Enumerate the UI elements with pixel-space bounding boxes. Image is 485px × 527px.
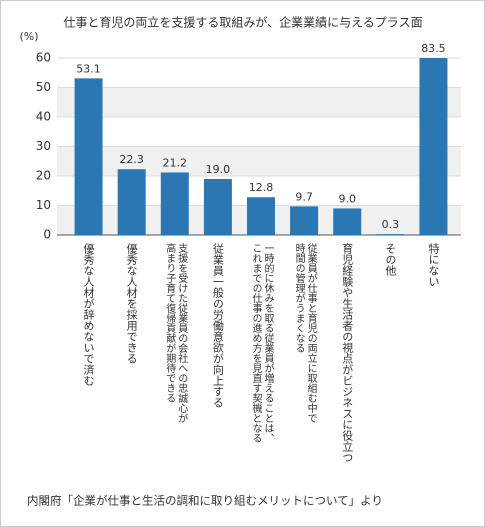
bar bbox=[376, 234, 405, 235]
bars bbox=[74, 58, 448, 235]
x-tick-label: その他 bbox=[383, 243, 397, 276]
x-tick-label: 従業員一般の労働意欲が向上する bbox=[211, 243, 225, 408]
bar bbox=[247, 197, 275, 235]
y-tick-label: 50 bbox=[36, 80, 51, 94]
y-tick-label: 20 bbox=[36, 169, 51, 183]
value-label: 9.7 bbox=[295, 190, 313, 203]
bar bbox=[333, 208, 362, 235]
value-label: 9.0 bbox=[338, 192, 356, 205]
y-tick-label: 0 bbox=[43, 228, 51, 242]
x-tick-label: 一時的に休みを取る従業員が増えることは、 これまでの仕事の進め方を見直す契機とな… bbox=[250, 243, 273, 443]
y-tick-label: 10 bbox=[36, 198, 51, 212]
bar bbox=[74, 78, 103, 235]
x-tick-label: 支援を受けた従業員の会社への忠誠心が 高まり子育て復帰貢献が期待できる bbox=[163, 243, 187, 423]
value-label: 83.5 bbox=[421, 42, 446, 55]
y-tick-label: 30 bbox=[36, 139, 51, 153]
x-tick-label: 育児経験や生活者の視点がビジネスに役立つ bbox=[340, 243, 354, 463]
x-tick-label: 特にない bbox=[426, 243, 440, 287]
x-tick-label: 優秀な人材が辞めないで済む bbox=[82, 243, 96, 386]
grid-band bbox=[57, 87, 461, 117]
value-label: 22.3 bbox=[119, 153, 144, 166]
bar bbox=[160, 172, 189, 235]
y-tick-label: 60 bbox=[36, 51, 51, 65]
bar bbox=[290, 206, 319, 235]
value-label: 19.0 bbox=[206, 163, 231, 176]
y-tick-label: 40 bbox=[36, 110, 51, 124]
value-label: 0.3 bbox=[382, 218, 400, 231]
value-label: 12.8 bbox=[249, 181, 274, 194]
bar bbox=[117, 169, 146, 235]
bar bbox=[203, 178, 232, 235]
chart-title: 仕事と育児の両立を支援する取組みが、企業業績に与えるプラス面 bbox=[63, 15, 422, 30]
bar bbox=[419, 58, 448, 235]
source-note: 内閣府「企業が仕事と生活の調和に取り組むメリットについて」より bbox=[27, 494, 383, 508]
y-axis-label: (%) bbox=[19, 30, 38, 43]
value-label: 53.1 bbox=[76, 62, 101, 75]
grid-band bbox=[57, 146, 461, 176]
x-tick-label: 優秀な人材を採用できる bbox=[125, 243, 139, 364]
x-tick-label: 従業員が仕事と育児の両立に取組む中で 時間の管理がうまくなる bbox=[293, 243, 317, 423]
value-label: 21.2 bbox=[163, 156, 188, 169]
